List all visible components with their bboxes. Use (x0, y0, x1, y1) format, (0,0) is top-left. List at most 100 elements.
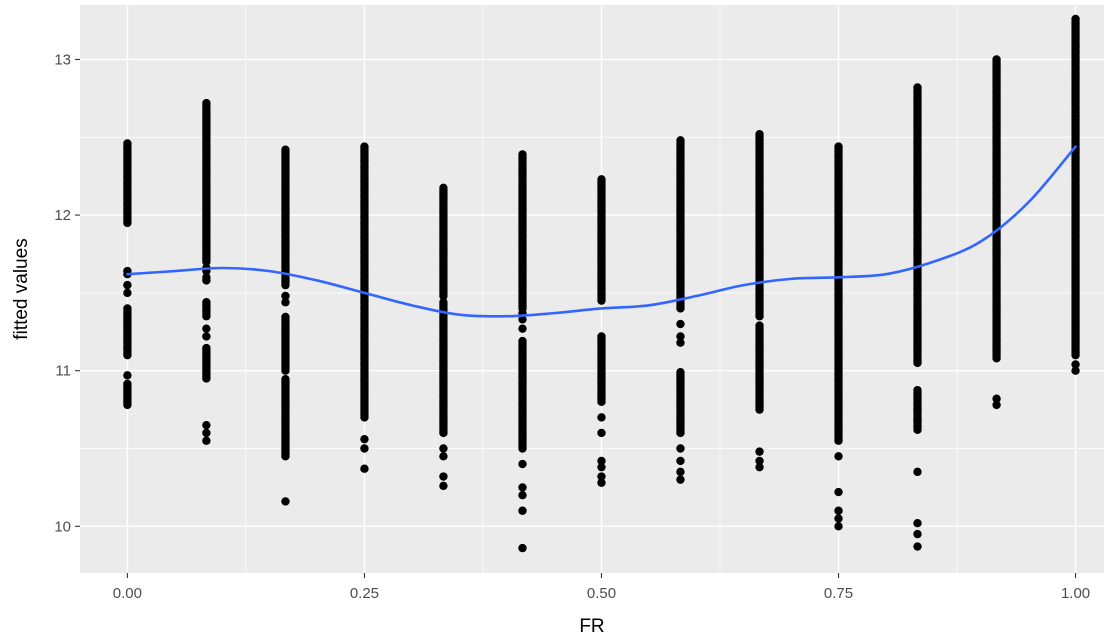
y-tick-label: 11 (55, 363, 71, 380)
data-point (281, 291, 290, 301)
data-point (123, 288, 132, 298)
data-point (1071, 360, 1080, 369)
data-point (518, 315, 527, 324)
data-point (281, 375, 290, 384)
data-point (676, 456, 685, 466)
data-point (834, 522, 843, 531)
data-point (202, 436, 211, 445)
data-point (913, 467, 922, 477)
data-point (202, 332, 211, 341)
data-point (360, 142, 369, 151)
y-tick-labels: 10 11 12 13 (54, 51, 71, 535)
data-point (518, 150, 527, 159)
data-point (992, 400, 1001, 410)
data-point (202, 273, 211, 282)
data-point (281, 145, 290, 154)
data-point (518, 459, 527, 469)
data-point (281, 444, 290, 453)
x-tick-label: 1.00 (1061, 585, 1090, 602)
data-point (676, 467, 685, 477)
x-axis-title: FR (579, 616, 604, 637)
y-tick-label: 10 (54, 518, 71, 535)
data-point (676, 368, 685, 377)
data-point (597, 462, 606, 472)
data-point (123, 379, 132, 389)
data-point (913, 83, 922, 92)
data-point (597, 175, 606, 184)
data-point (1071, 14, 1080, 24)
data-point (439, 452, 448, 461)
data-point (834, 487, 843, 497)
data-point (518, 336, 527, 346)
plot-panel (80, 5, 1104, 573)
data-point (202, 420, 211, 430)
data-point (123, 371, 132, 380)
data-point (834, 514, 843, 523)
data-point (834, 142, 843, 151)
data-point (518, 324, 527, 333)
data-point (913, 405, 922, 414)
data-point (755, 462, 764, 472)
data-point (913, 416, 922, 425)
data-point (597, 413, 606, 422)
y-tick-label: 12 (54, 207, 71, 224)
data-point (202, 98, 211, 108)
data-point (913, 385, 922, 395)
data-point (676, 332, 685, 341)
x-tick-label: 0.50 (587, 585, 616, 602)
y-tick-label: 13 (54, 51, 71, 68)
smooth-curve (126, 145, 1077, 318)
data-point (676, 319, 685, 329)
data-point (123, 304, 132, 313)
data-point (360, 444, 369, 453)
data-point (281, 497, 290, 506)
x-tick-label: 0.25 (350, 585, 379, 602)
data-point (202, 298, 211, 307)
data-point (1071, 366, 1080, 375)
x-tick-label: 0.75 (824, 585, 853, 602)
data-point (913, 519, 922, 528)
minor-gridlines (80, 5, 1104, 573)
data-point (439, 291, 448, 301)
data-point (202, 428, 211, 438)
data-point (913, 542, 922, 551)
data-point (518, 483, 527, 492)
data-point (439, 183, 448, 193)
data-point (597, 472, 606, 481)
x-tick-labels: 0.00 0.25 0.50 0.75 1.00 (113, 585, 1090, 602)
data-point (834, 506, 843, 515)
data-point (597, 428, 606, 438)
data-point (755, 456, 764, 466)
data-point (992, 394, 1001, 403)
data-point (676, 444, 685, 453)
data-point (597, 456, 606, 466)
axis-ticks (75, 58, 1077, 578)
data-point (123, 280, 132, 290)
data-point (281, 298, 290, 307)
data-point (202, 324, 211, 333)
data-point (913, 529, 922, 539)
data-point (360, 464, 369, 473)
data-point (439, 444, 448, 453)
data-point (676, 338, 685, 347)
data-point (439, 481, 448, 491)
data-point (597, 478, 606, 487)
data-point (123, 139, 132, 148)
data-point (676, 136, 685, 145)
data-point (676, 475, 685, 484)
data-points (123, 14, 1080, 553)
data-point (281, 312, 290, 322)
smooth-line (126, 145, 1077, 318)
data-point (518, 543, 527, 553)
data-point (755, 447, 764, 456)
data-point (992, 55, 1001, 64)
data-point (834, 452, 843, 461)
x-tick-label: 0.00 (113, 585, 142, 602)
data-point (518, 506, 527, 515)
data-point (755, 321, 764, 330)
y-axis-title: fitted values (11, 238, 32, 339)
data-point (755, 129, 764, 139)
data-point (597, 332, 606, 341)
data-point (202, 343, 211, 353)
